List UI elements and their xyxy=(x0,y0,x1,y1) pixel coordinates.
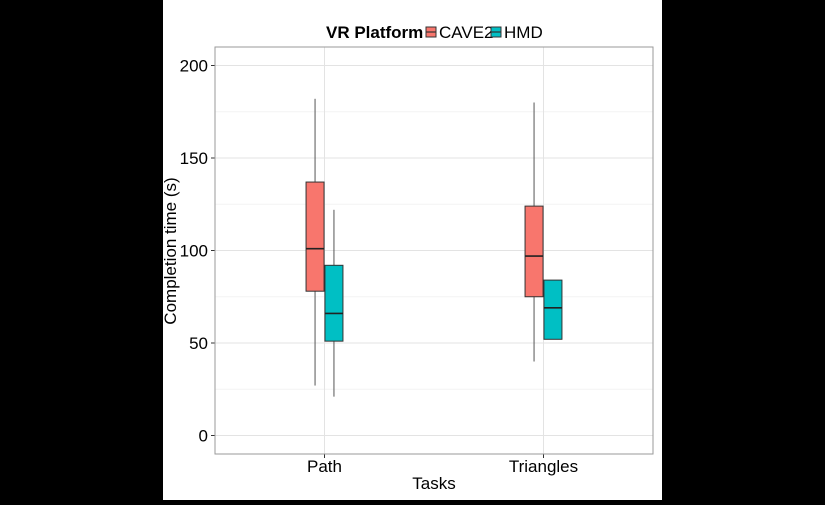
legend-title: VR Platform xyxy=(326,23,423,42)
y-tick-label: 200 xyxy=(180,57,208,76)
legend: VR Platform CAVE2 HMD xyxy=(326,23,543,42)
box-cave2-triangles xyxy=(524,102,544,362)
x-tick-label: Triangles xyxy=(509,457,578,476)
legend-label-hmd: HMD xyxy=(504,23,543,42)
plot-panel-border xyxy=(214,46,654,455)
y-tick-label: 50 xyxy=(189,334,208,353)
box-hmd-triangles xyxy=(543,279,563,340)
y-tick-label: 0 xyxy=(199,427,208,446)
box-body xyxy=(543,279,563,340)
box-body xyxy=(524,205,544,298)
y-tick-label: 150 xyxy=(180,149,208,168)
boxes xyxy=(305,98,563,397)
x-axis-title: Tasks xyxy=(412,474,455,493)
legend-label-cave2: CAVE2 xyxy=(439,23,494,42)
y-axis-title: Completion time (s) xyxy=(161,177,180,324)
box-body xyxy=(305,181,325,292)
x-axis-ticks: Path Triangles xyxy=(307,454,578,476)
box-cave2-path xyxy=(305,98,325,386)
box-hmd-path xyxy=(324,209,344,397)
y-axis-ticks: 0 50 100 150 200 xyxy=(180,57,215,446)
y-tick-label: 100 xyxy=(180,242,208,261)
x-tick-label: Path xyxy=(307,457,342,476)
box-body xyxy=(324,264,344,342)
